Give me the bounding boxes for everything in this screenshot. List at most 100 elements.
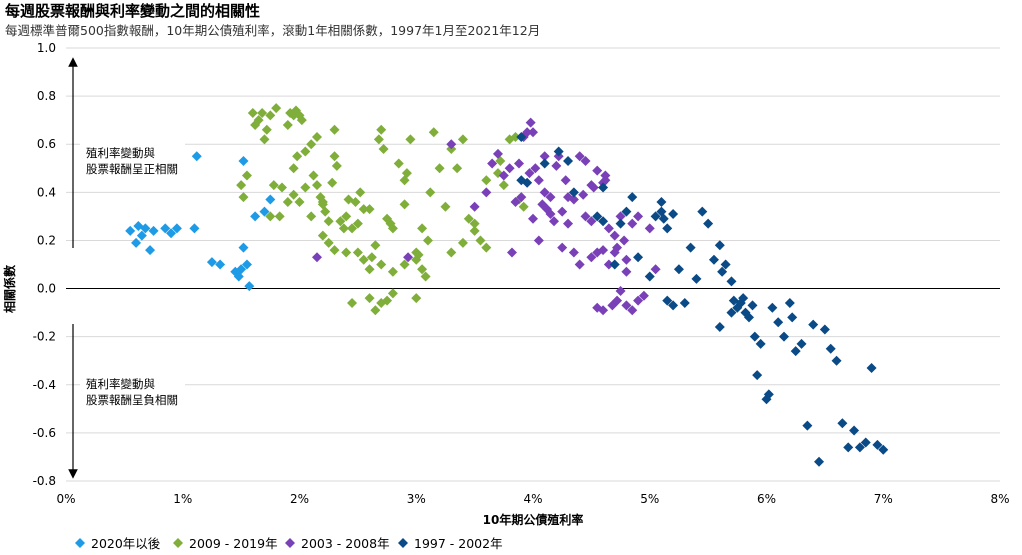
x-tick-label: 1% <box>173 492 192 506</box>
x-tick-label: 2% <box>290 492 309 506</box>
data-point-series-1 <box>335 216 346 227</box>
data-point-series-3 <box>726 307 737 318</box>
data-point-series-0 <box>238 242 249 253</box>
data-point-series-2 <box>530 163 541 174</box>
data-point-series-0 <box>265 194 276 205</box>
data-point-series-2 <box>586 252 597 263</box>
data-point-series-1 <box>265 110 276 121</box>
axes: 1.0 0.8 0.6 0.4 0.2 0.0 -0.2 -0.4 -0.6 -0.80% 1% 2%… <box>33 41 1010 506</box>
chart-title: 每週股票報酬與利率變動之間的相關性 <box>5 2 261 20</box>
data-point-series-3 <box>872 439 883 450</box>
data-point-series-3 <box>849 425 860 436</box>
x-tick-label: 3% <box>407 492 426 506</box>
data-point-series-1 <box>271 103 282 114</box>
data-point-series-3 <box>668 300 679 311</box>
data-point-series-0 <box>131 237 142 248</box>
data-point-series-2 <box>568 247 579 258</box>
data-point-series-2 <box>633 295 644 306</box>
data-point-series-1 <box>469 225 480 236</box>
data-point-series-2 <box>609 247 620 258</box>
data-point-series-1 <box>238 192 249 203</box>
data-point-series-3 <box>720 259 731 270</box>
negative-annotation-line1: 殖利率變動與 <box>86 377 155 391</box>
data-point-series-2 <box>492 148 503 159</box>
data-point-series-2 <box>615 285 626 296</box>
y-tick-label: 0.2 <box>37 233 56 247</box>
data-point-series-1 <box>399 259 410 270</box>
data-point-series-1 <box>292 151 303 162</box>
data-point-series-1 <box>358 254 369 265</box>
data-point-series-2 <box>574 259 585 270</box>
x-tick-label: 7% <box>874 492 893 506</box>
data-point-series-2 <box>522 127 533 138</box>
data-point-series-3 <box>808 319 819 330</box>
data-point-series-1 <box>352 247 363 258</box>
data-point-series-1 <box>288 163 299 174</box>
data-point-series-2 <box>586 216 597 227</box>
chart-subtitle: 每週標準普爾500指數報酬，10年期公債殖利率，滾動1年相關係數，1997年1月… <box>5 23 541 38</box>
data-point-series-1 <box>364 293 375 304</box>
data-point-series-1 <box>463 213 474 224</box>
data-point-series-2 <box>621 300 632 311</box>
data-point-series-0 <box>244 281 255 292</box>
data-point-series-3 <box>658 213 669 224</box>
data-point-series-0 <box>160 223 171 234</box>
data-point-series-1 <box>425 187 436 198</box>
data-point-series-3 <box>743 312 754 323</box>
data-point-series-2 <box>551 160 562 171</box>
data-point-series-3 <box>656 196 667 207</box>
data-point-series-1 <box>376 259 387 270</box>
data-point-series-1 <box>355 187 366 198</box>
data-point-series-0 <box>166 228 177 239</box>
data-point-series-3 <box>679 297 690 308</box>
data-point-series-2 <box>487 158 498 169</box>
data-point-series-1 <box>364 264 375 275</box>
data-point-series-2 <box>469 201 480 212</box>
data-point-series-2 <box>446 139 457 150</box>
data-point-series-0 <box>236 264 247 275</box>
positive-annotation-line2: 股票報酬呈正相關 <box>86 162 178 176</box>
data-point-series-1 <box>294 196 305 207</box>
legend: 2020年以後 2009 - 2019年 2003 - 2008年 1997 - 20… <box>75 536 503 551</box>
data-point-series-3 <box>738 293 749 304</box>
data-point-series-3 <box>662 223 673 234</box>
data-point-series-3 <box>796 338 807 349</box>
data-point-series-2 <box>644 223 655 234</box>
data-point-series-2 <box>528 127 538 138</box>
data-point-series-1 <box>452 163 463 174</box>
data-point-series-2 <box>603 259 614 270</box>
data-point-series-2 <box>580 156 591 167</box>
data-point-series-3 <box>866 362 877 373</box>
x-tick-label: 8% <box>990 492 1009 506</box>
data-point-series-3 <box>843 442 854 453</box>
data-point-series-3 <box>553 146 564 157</box>
data-point-series-3 <box>787 312 798 323</box>
data-point-series-1 <box>510 132 521 143</box>
data-point-series-0 <box>189 223 200 234</box>
data-point-series-3 <box>609 259 620 270</box>
positive-annotation-line1: 殖利率變動與 <box>86 146 155 160</box>
data-point-series-3 <box>627 192 638 203</box>
data-point-series-0 <box>191 151 202 162</box>
data-point-series-2 <box>481 187 492 198</box>
data-point-series-1 <box>364 204 375 215</box>
data-point-series-1 <box>434 163 445 174</box>
data-point-series-1 <box>358 204 369 215</box>
data-point-series-1 <box>317 230 328 241</box>
data-point-series-0 <box>250 211 261 222</box>
data-point-series-3 <box>650 211 661 222</box>
data-point-series-1 <box>257 107 268 118</box>
data-point-series-1 <box>253 115 264 126</box>
data-point-series-2 <box>574 151 585 162</box>
data-point-series-1 <box>276 182 287 193</box>
data-point-series-3 <box>598 182 609 193</box>
data-point-series-1 <box>236 180 247 191</box>
data-points <box>125 103 889 467</box>
data-point-series-2 <box>598 305 609 316</box>
data-point-series-1 <box>347 297 358 308</box>
data-point-series-3 <box>825 343 836 354</box>
data-point-series-1 <box>347 223 358 234</box>
data-point-series-2 <box>612 295 623 306</box>
legend-label-0: 2020年以後 <box>91 536 161 551</box>
data-point-series-1 <box>411 293 422 304</box>
